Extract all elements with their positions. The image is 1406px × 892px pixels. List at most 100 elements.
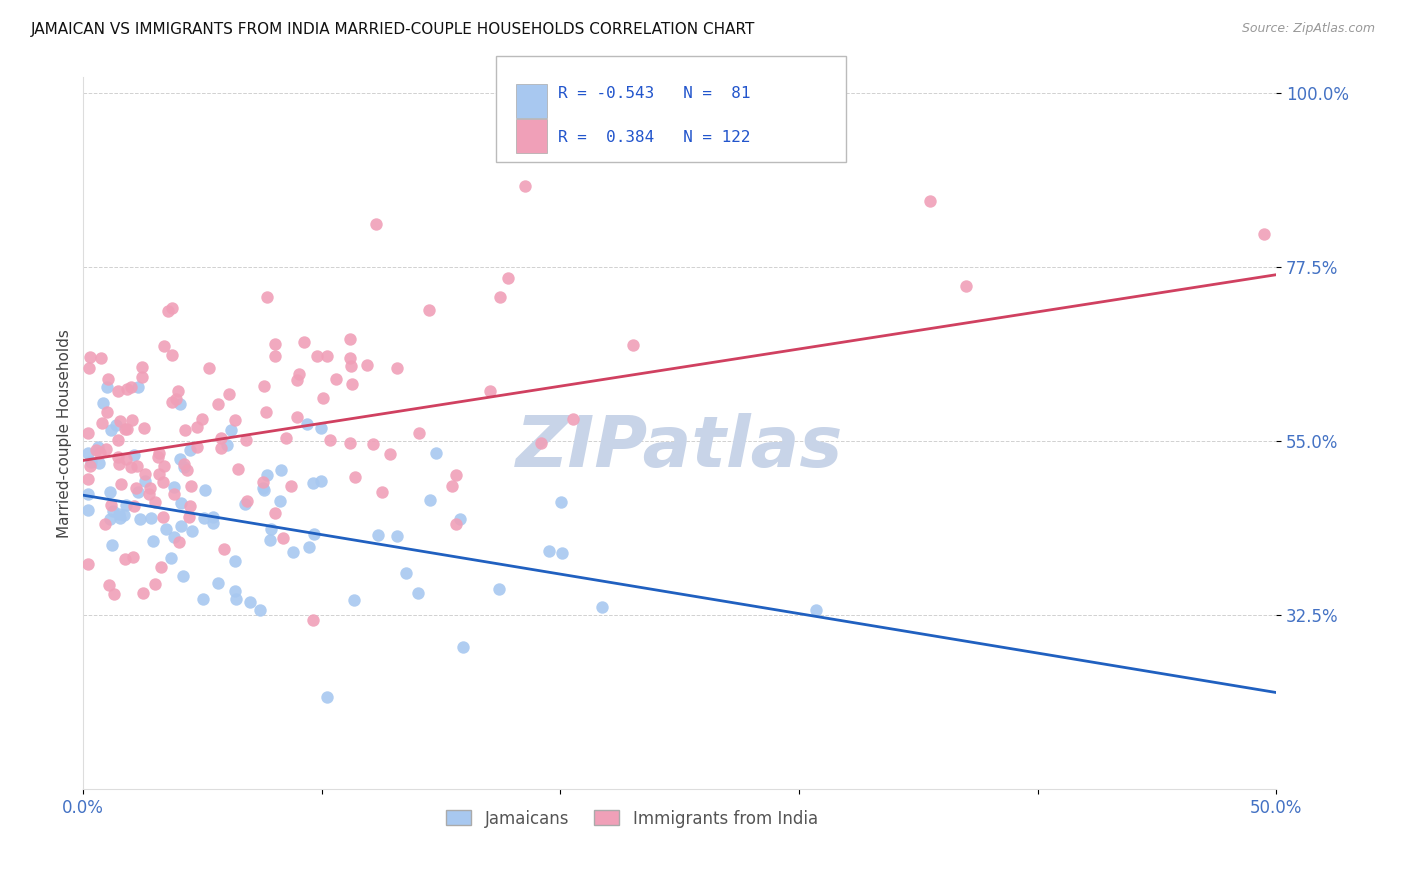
Text: Source: ZipAtlas.com: Source: ZipAtlas.com <box>1241 22 1375 36</box>
Point <box>225 592 247 607</box>
Point <box>280 479 302 493</box>
Point <box>169 452 191 467</box>
Point <box>180 479 202 493</box>
Point <box>451 640 474 655</box>
Point <box>302 475 325 490</box>
Point <box>97 372 120 386</box>
Point <box>148 445 170 459</box>
Point <box>107 433 129 447</box>
Point <box>297 417 319 431</box>
Point <box>121 549 143 564</box>
Point <box>955 279 977 293</box>
Point <box>152 509 174 524</box>
Point <box>87 440 110 454</box>
Point <box>198 361 221 376</box>
Point <box>339 436 361 450</box>
Point <box>253 378 276 392</box>
Point <box>90 351 112 365</box>
Point <box>121 413 143 427</box>
Point <box>550 495 572 509</box>
Point <box>131 369 153 384</box>
Point <box>479 384 502 399</box>
Point <box>309 474 332 488</box>
Point <box>77 503 100 517</box>
Point <box>100 423 122 437</box>
Point <box>120 380 142 394</box>
Point <box>100 498 122 512</box>
Point <box>152 475 174 490</box>
Point <box>488 582 510 596</box>
Point <box>170 519 193 533</box>
Point <box>186 420 208 434</box>
Point <box>138 486 160 500</box>
Point <box>339 332 361 346</box>
Point <box>160 395 183 409</box>
Point <box>125 481 148 495</box>
Point <box>408 425 430 440</box>
Point <box>90 416 112 430</box>
Point <box>285 373 308 387</box>
Point <box>378 446 401 460</box>
Point <box>89 456 111 470</box>
Point <box>207 397 229 411</box>
Point <box>93 516 115 531</box>
Point <box>444 517 467 532</box>
Point <box>209 441 232 455</box>
Point <box>302 527 325 541</box>
Point <box>309 421 332 435</box>
Point <box>77 487 100 501</box>
Point <box>395 566 418 581</box>
Point <box>319 433 342 447</box>
Point <box>80 455 103 469</box>
Point <box>496 271 519 285</box>
Point <box>218 387 240 401</box>
Point <box>186 440 208 454</box>
Point <box>148 467 170 482</box>
Point <box>174 424 197 438</box>
Point <box>270 463 292 477</box>
Point <box>249 603 271 617</box>
Point <box>367 528 389 542</box>
Point <box>163 530 186 544</box>
Point <box>77 472 100 486</box>
Point <box>256 290 278 304</box>
Point <box>152 339 174 353</box>
Point <box>101 538 124 552</box>
Text: R =  0.384   N = 122: R = 0.384 N = 122 <box>558 130 751 145</box>
Point <box>340 377 363 392</box>
Point <box>131 585 153 599</box>
Text: R = -0.543   N =  81: R = -0.543 N = 81 <box>558 87 751 102</box>
Point <box>364 217 387 231</box>
Point <box>114 552 136 566</box>
Point <box>425 446 447 460</box>
Point <box>339 351 361 366</box>
Point <box>165 392 187 406</box>
Point <box>173 459 195 474</box>
Point <box>193 511 215 525</box>
Point <box>114 422 136 436</box>
Point <box>252 475 274 490</box>
Point <box>152 458 174 473</box>
Text: ZIPatlas: ZIPatlas <box>516 413 844 482</box>
Point <box>77 361 100 376</box>
Point <box>127 485 149 500</box>
Point <box>281 545 304 559</box>
Point <box>235 434 257 448</box>
Point <box>149 560 172 574</box>
Point <box>176 463 198 477</box>
Point <box>98 511 121 525</box>
Point <box>114 451 136 466</box>
Point <box>621 338 644 352</box>
Point <box>263 336 285 351</box>
Point <box>77 557 100 571</box>
Point <box>591 600 613 615</box>
Point <box>226 461 249 475</box>
Point <box>163 487 186 501</box>
Point <box>419 493 441 508</box>
Point <box>551 546 574 560</box>
Point <box>276 432 298 446</box>
Point <box>193 592 215 607</box>
Point <box>79 459 101 474</box>
Point <box>127 380 149 394</box>
Point <box>239 595 262 609</box>
